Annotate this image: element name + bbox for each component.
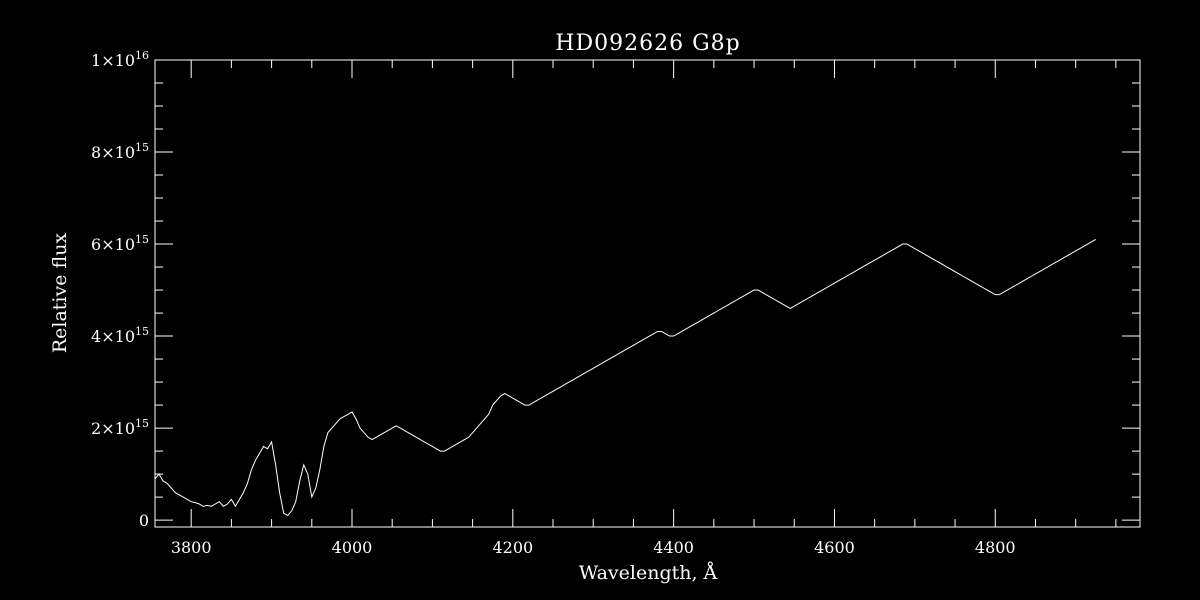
plot-frame [154, 59, 1141, 528]
chart-title: HD092626 G8p [555, 31, 740, 56]
x-tick-label: 4600 [814, 538, 855, 557]
y-tick-mantissa: 8×10 [91, 143, 135, 162]
y-tick-exponent: 16 [135, 49, 149, 62]
y-tick-label: 0 [139, 511, 149, 530]
y-tick-exponent: 15 [135, 233, 149, 246]
x-tick-label: 4400 [653, 538, 694, 557]
spectrum-line-0 [155, 239, 1097, 517]
y-tick-mantissa: 4×10 [91, 327, 135, 346]
y-tick-mantissa: 6×10 [91, 235, 135, 254]
y-tick-label: 2×1015 [91, 417, 149, 438]
y-tick-exponent: 15 [135, 141, 149, 154]
y-tick-label: 1×1016 [91, 49, 149, 70]
x-tick-label: 4200 [492, 538, 533, 557]
plot-area [155, 239, 1097, 517]
x-tick-label: 3800 [171, 538, 212, 557]
y-tick-exponent: 15 [135, 417, 149, 430]
y-tick-label: 8×1015 [91, 141, 149, 162]
y-tick-exponent: 15 [135, 325, 149, 338]
x-axis-label: Wavelength, Å [579, 562, 718, 584]
y-axis-label: Relative flux [49, 233, 71, 354]
y-tick-mantissa: 0 [139, 511, 149, 530]
y-tick-mantissa: 2×10 [91, 419, 135, 438]
x-tick-label: 4800 [975, 538, 1016, 557]
x-tick-label: 4000 [332, 538, 373, 557]
y-tick-mantissa: 1×10 [91, 51, 135, 70]
y-tick-label: 4×1015 [91, 325, 149, 346]
y-tick-label: 6×1015 [91, 233, 149, 254]
